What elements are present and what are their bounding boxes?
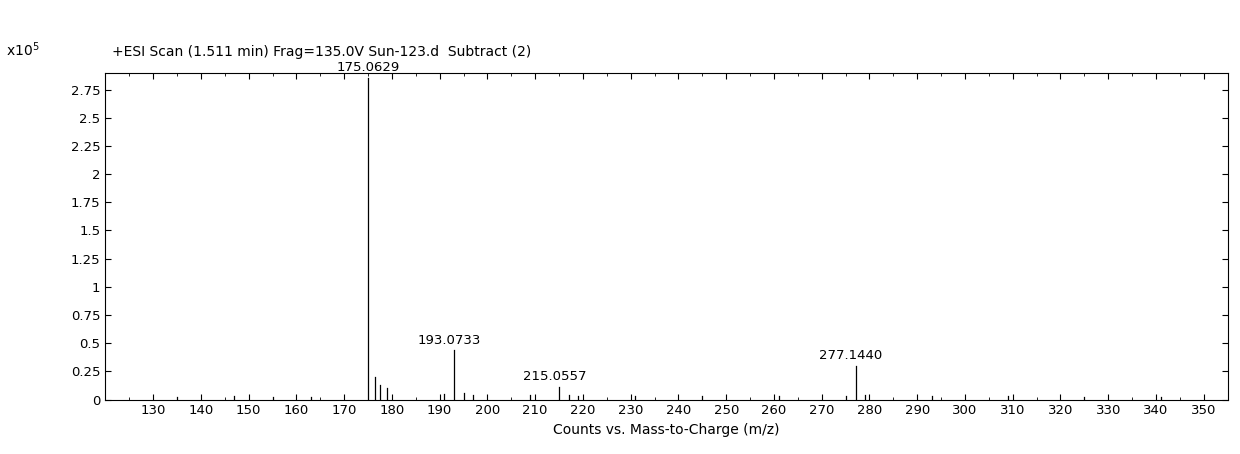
Text: x10$^5$: x10$^5$ xyxy=(6,40,40,59)
Text: 215.0557: 215.0557 xyxy=(523,370,587,383)
Text: +ESI Scan (1.511 min) Frag=135.0V Sun-123.d  Subtract (2): +ESI Scan (1.511 min) Frag=135.0V Sun-12… xyxy=(112,45,531,59)
Text: 277.1440: 277.1440 xyxy=(820,349,883,362)
X-axis label: Counts vs. Mass-to-Charge (m/z): Counts vs. Mass-to-Charge (m/z) xyxy=(553,423,780,437)
Text: 175.0629: 175.0629 xyxy=(337,61,401,74)
Text: 193.0733: 193.0733 xyxy=(418,334,481,346)
